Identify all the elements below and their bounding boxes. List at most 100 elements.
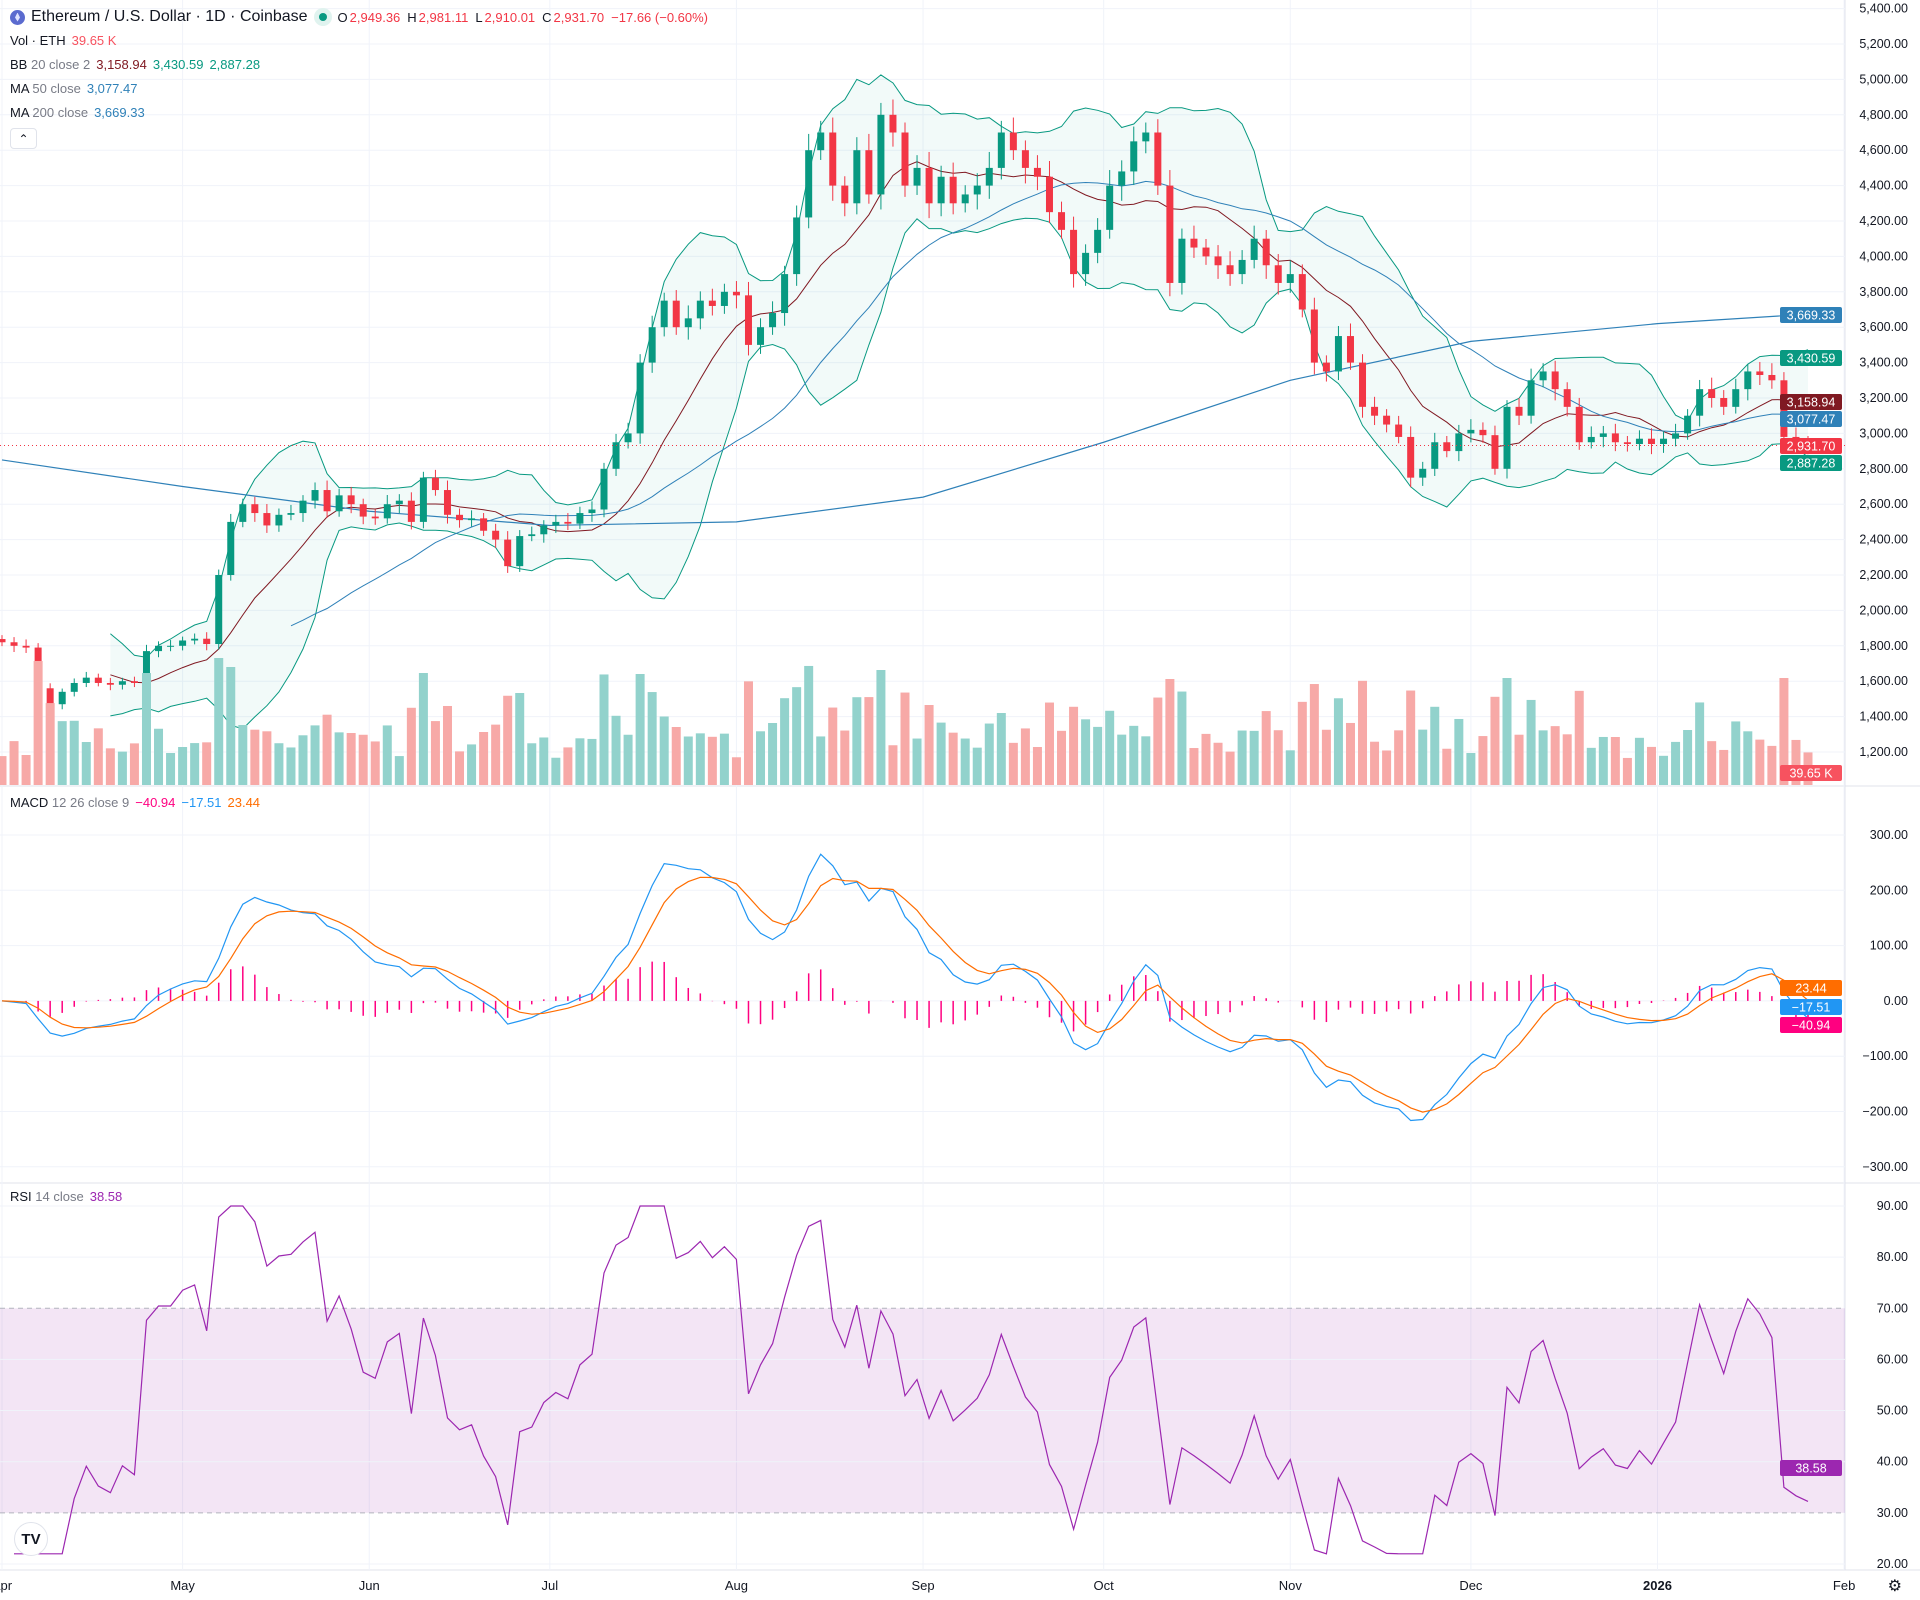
candle-body: [1334, 336, 1342, 372]
price-tick-label: 5,200.00: [1859, 37, 1908, 51]
time-tick-label: Apr: [0, 1578, 13, 1593]
candle-body: [1395, 424, 1403, 437]
volume-bar: [1550, 726, 1560, 785]
volume-bar: [623, 734, 633, 785]
volume-bar: [93, 728, 103, 785]
candle-body: [1262, 238, 1270, 266]
candle-body: [684, 318, 692, 328]
volume-bar: [1755, 739, 1765, 785]
candle-body: [829, 132, 837, 186]
volume-bar: [1333, 698, 1343, 785]
volume-bar: [1057, 730, 1067, 785]
price-tick-label: 1,400.00: [1859, 710, 1908, 724]
volume-bar: [587, 738, 597, 785]
low-label: L: [475, 9, 483, 25]
candle-body: [1684, 415, 1692, 434]
volume-bar: [1767, 745, 1777, 785]
candle-body: [203, 638, 211, 645]
volume-bar: [635, 674, 645, 785]
volume-legend[interactable]: Vol · ETH 39.65 K: [10, 33, 116, 48]
candle-body: [516, 536, 524, 567]
time-tick-label: Jun: [359, 1578, 380, 1593]
legend-name: MACD: [10, 795, 49, 810]
time-tick-label: Jul: [542, 1578, 559, 1593]
volume-bar: [1574, 690, 1584, 785]
price-tick-label: 2,600.00: [1859, 497, 1908, 511]
candle-body: [817, 132, 825, 151]
macd-hist-value: −40.94: [135, 795, 176, 810]
volume-bar: [382, 725, 392, 785]
candle-body: [275, 514, 283, 526]
candles: [0, 99, 1812, 710]
market-status-icon[interactable]: [313, 8, 332, 26]
volume-bar: [1321, 729, 1331, 785]
bb-legend[interactable]: BB 20 close 2 3,158.94 3,430.59 2,887.28: [10, 57, 260, 72]
candle-body: [949, 176, 957, 204]
candle-body: [359, 504, 367, 517]
candle-body: [155, 645, 163, 652]
price-tick-label: 4,800.00: [1859, 108, 1908, 122]
rsi-tick-label: 30.00: [1877, 1506, 1908, 1520]
rsi-tick-label: 40.00: [1877, 1455, 1908, 1469]
settings-gear-icon[interactable]: ⚙: [1887, 1578, 1902, 1595]
macd-line: [1, 853, 1809, 1122]
ma200-axis-label-bg: [1780, 307, 1842, 323]
volume-bar: [1394, 730, 1404, 785]
close-axis-label-bg: [1780, 438, 1842, 454]
candle-body: [901, 132, 909, 186]
volume-bar: [310, 725, 320, 785]
volume-bar: [238, 725, 248, 785]
volume-bar: [936, 722, 946, 785]
candle-body: [672, 300, 680, 328]
volume-bar: [864, 697, 874, 785]
collapse-legend-button[interactable]: ⌃: [10, 128, 37, 149]
volume-bar: [804, 665, 814, 785]
bb-upper-value: 3,430.59: [152, 57, 204, 72]
volume-bar: [129, 743, 139, 785]
tradingview-logo[interactable]: TV: [14, 1522, 48, 1556]
ma50-legend[interactable]: MA 50 close 3,077.47: [10, 81, 137, 96]
candle-body: [431, 477, 439, 491]
volume-bar: [406, 707, 416, 785]
candle-body: [468, 518, 476, 521]
candle-body: [106, 682, 114, 685]
rsi-legend[interactable]: RSI 14 close 38.58: [10, 1189, 122, 1204]
candle-body: [1274, 265, 1282, 283]
candle-body: [853, 150, 861, 204]
candle-body: [1647, 438, 1655, 445]
volume-bar: [876, 670, 886, 785]
volume-bar: [1309, 684, 1319, 785]
candle-body: [395, 500, 403, 505]
volume-bar: [467, 744, 477, 785]
candle-body: [299, 500, 307, 514]
volume-bar: [1466, 753, 1476, 785]
candle-body: [239, 504, 247, 522]
volume-bar: [1141, 736, 1151, 785]
volume-bar: [1719, 749, 1729, 785]
volume-bar: [178, 747, 188, 785]
candle-body: [191, 638, 199, 641]
ma200-legend[interactable]: MA 200 close 3,669.33: [10, 105, 145, 120]
volume-bar: [840, 730, 850, 785]
ohlc: O 2,949.36 H 2,981.11 L 2,910.01 C 2,931.70 …: [338, 10, 708, 25]
candle-body: [22, 645, 30, 648]
candle-body: [1672, 433, 1680, 439]
close-axis-label: 2,931.70: [1787, 440, 1836, 454]
legend-name: Vol · ETH: [10, 33, 66, 48]
price-tick-label: 1,600.00: [1859, 674, 1908, 688]
time-tick-label: 2026: [1643, 1578, 1672, 1593]
rsi-tick-label: 50.00: [1877, 1404, 1908, 1418]
legend-name: RSI: [10, 1189, 32, 1204]
candle-body: [58, 691, 66, 705]
candle-body: [757, 327, 765, 345]
candle-body: [781, 274, 789, 314]
candle-body: [263, 513, 271, 526]
bb-upper-axis-label: 3,430.59: [1787, 352, 1836, 366]
candle-body: [1058, 212, 1066, 230]
legend-params: 50 close: [32, 81, 81, 96]
symbol-title[interactable]: Ethereum / U.S. Dollar · 1D · Coinbase: [31, 8, 308, 25]
macd-legend[interactable]: MACD 12 26 close 9 −40.94 −17.51 23.44: [10, 795, 260, 810]
macd-tick-label: 200.00: [1870, 883, 1908, 897]
price-tick-label: 3,000.00: [1859, 426, 1908, 440]
